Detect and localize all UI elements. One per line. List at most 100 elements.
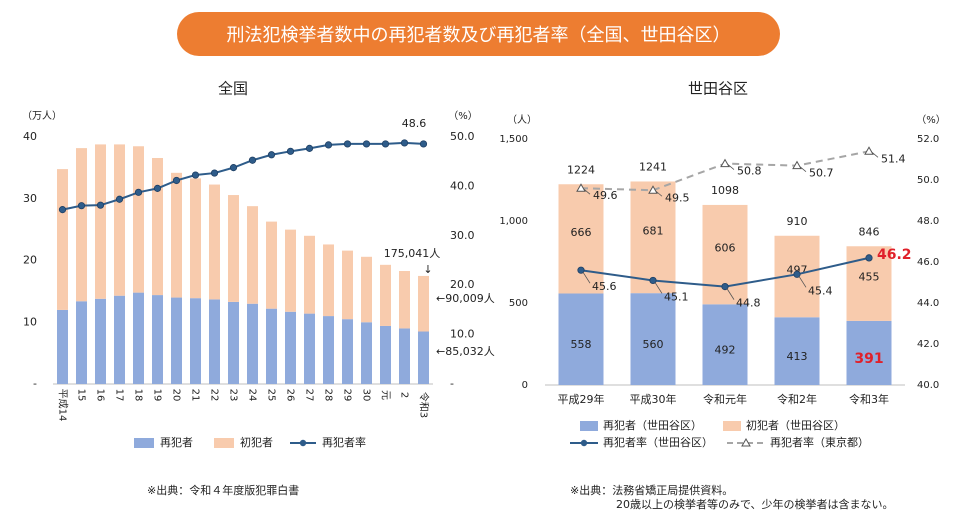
national-right-tick-label: 20.0 [450,278,475,291]
national-bar-repeat [114,295,125,384]
setagaya-total-label: 1224 [567,163,595,176]
national-left-unit: （万人） [22,110,62,122]
national-rate-point [58,206,67,214]
national-bar-first [361,256,372,323]
national-x-tick-label: 26 [285,389,296,402]
national-rate-point [96,201,105,209]
setagaya-rate-label: 45.4 [808,284,833,297]
setagaya-repeat-value-label: 413 [787,350,808,363]
national-x-tick-label: 27 [304,389,315,402]
setagaya-total-label: 910 [787,215,808,228]
national-rate-point [343,140,352,148]
setagaya-tokyo-leader [871,151,879,158]
national-bar-first [304,235,315,314]
national-rate-point [324,141,333,149]
national-right-tick-label: 10.0 [450,328,475,341]
setagaya-first-value-label: 606 [715,242,736,255]
setagaya-rate-point [793,270,801,278]
national-rate-point [229,164,238,172]
national-bar-first [266,221,277,309]
national-bar-first [114,144,125,296]
national-bar-first [95,144,106,299]
national-left-tick-label: 20 [23,254,37,267]
setagaya-bar-repeat [774,317,820,385]
setagaya-bar-repeat [558,293,604,385]
national-legend-rate-marker [299,439,307,447]
setagaya-repeat-value-label: 558 [571,338,592,351]
national-bar-first [228,195,239,302]
national-x-tick-label: 2 [399,392,410,398]
national-bar-first [247,206,258,304]
setagaya-bar-first [630,181,676,294]
national-bar-repeat [209,299,220,384]
national-first-label: ←90,009人 [436,292,495,305]
national-rate-point [381,140,390,148]
national-x-tick-label: 15 [76,389,87,402]
national-rate-point [153,184,162,192]
setagaya-left-unit: （人） [507,114,537,126]
national-x-tick-label: 平成14 [57,389,69,422]
national-legend-first-swatch [214,438,234,448]
national-bar-repeat [399,328,410,384]
national-x-tick-label: 21 [190,389,201,402]
national-bar-first [133,146,144,293]
national-x-tick-label: 17 [114,389,125,402]
setagaya-bar-repeat [630,293,676,385]
national-legend-rate-label: 再犯者率 [322,435,366,449]
national-x-tick-label: 25 [266,389,277,402]
national-left-tick-label: - [33,377,37,390]
national-rate-point [305,144,314,152]
national-bar-first [190,178,201,299]
setagaya-x-tick-label: 令和2年 [777,392,817,406]
national-rate-point [134,188,143,196]
setagaya-first-value-label: 666 [571,226,592,239]
setagaya-right-tick-label: 44.0 [917,298,939,309]
setagaya-title: 世田谷区 [688,80,748,98]
national-legend-repeat-label: 再犯者 [160,436,193,449]
setagaya-left-tick-label: 1,000 [499,216,528,227]
national-last-rate-label: 48.6 [402,117,427,130]
setagaya-tokyo-leader [799,166,807,172]
setagaya-left-tick-label: 500 [509,298,528,309]
national-x-tick-label: 28 [323,389,334,402]
national-bar-repeat [323,316,334,384]
national-rate-point [248,156,257,164]
national-bar-repeat [247,303,258,384]
setagaya-legend-first-label: 初犯者（世田谷区） [746,418,845,432]
setagaya-tokyo-rate-point [648,185,658,194]
setagaya-tokyo-rate-point [792,160,802,170]
national-rate-point [286,147,295,155]
national-repeat-label: ←85,032人 [436,345,495,358]
setagaya-repeat-value-label: 391 [854,351,883,367]
setagaya-right-tick-label: 52.0 [917,134,939,145]
setagaya-tokyo-leader [583,188,591,195]
national-rate-point [362,140,371,148]
national-left-tick-label: 30 [23,192,37,205]
national-total-label: 175,041人 [384,247,441,260]
setagaya-rate-label: 44.8 [736,297,761,310]
setagaya-first-value-label: 455 [859,271,880,284]
setagaya-bar-repeat [702,304,748,385]
national-bar-repeat [171,297,182,384]
setagaya-total-label: 1241 [639,160,667,173]
setagaya-tokyo-rate-point [576,183,586,192]
setagaya-rate-leader [582,271,591,284]
setagaya-rate-point [577,266,585,274]
national-right-tick-label: 30.0 [450,229,475,242]
national-bar-first [323,244,334,317]
setagaya-repeat-value-label: 560 [643,338,664,351]
national-bar-repeat [95,298,106,384]
national-bar-first [171,172,182,298]
source-note-setagaya-1: ※出典：法務省矯正局提供資料。 [570,484,734,497]
setagaya-rate-leader [726,288,735,300]
national-rate-point [172,176,181,185]
setagaya-right-tick-label: 40.0 [917,380,939,391]
setagaya-x-tick-label: 平成30年 [630,392,677,406]
setagaya-legend-tokyo-marker [741,437,751,447]
national-x-tick-label: 元 [380,390,391,400]
setagaya-rate-label: 46.2 [877,247,912,263]
setagaya-rate-leader [654,282,663,294]
setagaya-legend-repeat-swatch [580,421,598,431]
national-rate-point [419,140,428,148]
